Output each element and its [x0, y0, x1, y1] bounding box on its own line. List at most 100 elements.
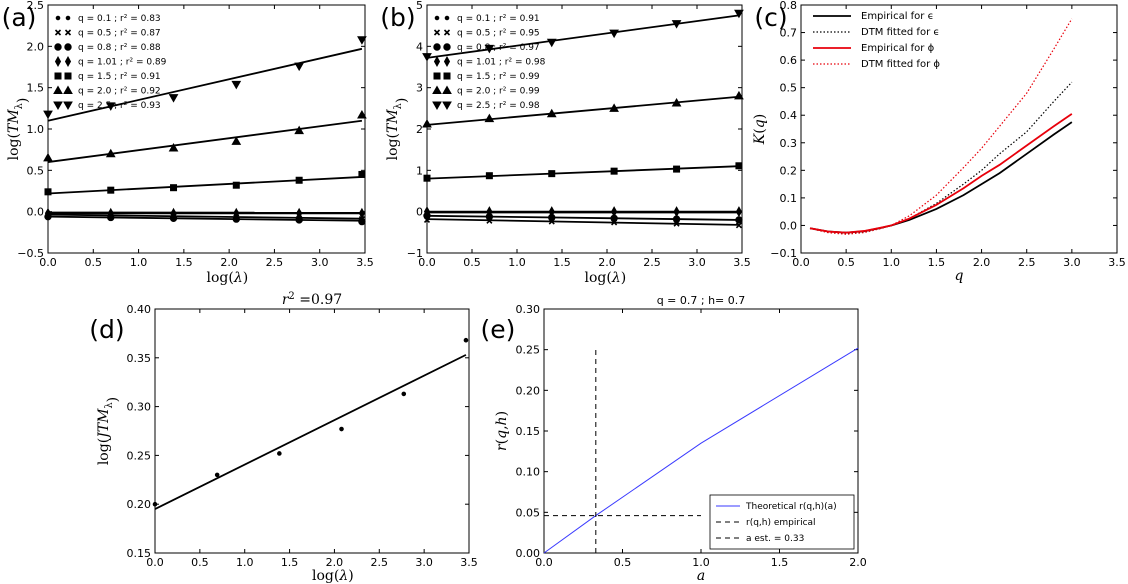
marker-square — [107, 186, 115, 194]
x-tick-label: 0.0 — [39, 256, 57, 269]
data-point — [277, 451, 282, 456]
legend-marker — [433, 55, 441, 68]
marker-diamond — [170, 207, 177, 219]
x-tick-label: 3.0 — [311, 256, 329, 269]
y-tick-label: 0.0 — [27, 206, 45, 219]
marker-triangle-up — [546, 108, 557, 118]
y-axis-label: log(TMλ) — [385, 98, 410, 161]
x-tick-label: 1.5 — [553, 256, 571, 269]
y-tick-label: 0.0 — [780, 219, 798, 232]
legend-marker — [443, 43, 451, 51]
y-tick-label: 0.3 — [780, 137, 798, 150]
marker-square — [54, 72, 62, 80]
legend-label: q = 1.01 ; r² = 0.98 — [457, 58, 546, 68]
data-point — [735, 162, 743, 170]
marker-dot — [214, 472, 220, 478]
legend-label: q = 0.1 ; r² = 0.83 — [78, 14, 161, 24]
marker-triangle-down — [53, 101, 63, 111]
data-point — [423, 174, 431, 182]
data-point — [609, 103, 619, 112]
data-point — [168, 94, 179, 103]
y-tick-label: 0.40 — [127, 303, 152, 316]
legend-marker — [64, 72, 72, 80]
y-tick-label: 2.5 — [27, 0, 45, 12]
data-point — [546, 38, 557, 48]
marker-square — [423, 174, 431, 182]
y-axis-label: K(q) — [752, 114, 768, 145]
x-tick-label: 1.5 — [928, 256, 946, 269]
marker-circle — [358, 217, 366, 226]
data-point — [463, 337, 469, 343]
marker-diamond — [107, 207, 114, 219]
marker-x-stroke — [54, 29, 62, 36]
x-tick-label: 3.0 — [1063, 256, 1081, 269]
x-tick-label: 1.0 — [130, 256, 148, 269]
legend-marker — [64, 29, 72, 36]
y-tick-label: −0.5 — [17, 247, 44, 260]
marker-square — [485, 172, 493, 180]
marker-circle — [433, 43, 441, 51]
data-point — [168, 143, 179, 152]
marker-triangle-up — [105, 148, 116, 158]
data-point — [422, 53, 432, 62]
y-tick-label: −1 — [407, 247, 423, 260]
marker-x-stroke — [443, 29, 451, 36]
y-tick-label: 0.8 — [780, 0, 798, 12]
data-point — [107, 186, 115, 194]
marker-dot — [444, 15, 450, 21]
data-point — [358, 207, 365, 219]
legend-label: q = 2.0 ; r² = 0.99 — [457, 87, 540, 97]
marker-dot — [152, 501, 158, 507]
legend-label: q = 2.5 ; r² = 0.93 — [78, 101, 161, 111]
marker-x-stroke — [433, 29, 441, 36]
marker-triangle-down — [43, 110, 53, 120]
data-point — [673, 206, 680, 218]
marker-triangle-down — [105, 102, 116, 111]
data-point — [358, 170, 366, 178]
marker-diamond — [358, 207, 365, 219]
x-tick-label: 3.5 — [733, 256, 751, 269]
legend-marker — [443, 29, 451, 36]
legend-marker — [64, 55, 72, 68]
fit-line — [426, 95, 740, 126]
marker-circle — [735, 216, 743, 224]
y-tick-label: 0.05 — [516, 506, 541, 519]
legend-marker — [432, 101, 442, 111]
x-axis-label: q — [955, 268, 964, 284]
marker-triangle-down — [432, 101, 442, 111]
y-tick-label: 0.7 — [780, 27, 798, 40]
panel-label: (c) — [754, 3, 787, 32]
legend-marker — [444, 15, 450, 21]
data-point — [546, 108, 557, 118]
x-tick-label: 0.0 — [535, 556, 553, 569]
marker-triangle-down — [294, 62, 305, 72]
marker-square — [610, 167, 618, 175]
marker-x-stroke — [64, 29, 72, 36]
fit-line — [426, 14, 740, 59]
data-point — [734, 90, 744, 100]
marker-diamond — [44, 207, 52, 219]
marker-square — [443, 72, 451, 80]
y-tick-label: 0.15 — [127, 547, 152, 560]
y-tick-label: 0.20 — [516, 384, 541, 397]
data-point — [735, 216, 743, 224]
marker-triangle-up — [357, 109, 367, 119]
marker-triangle-down — [442, 101, 452, 111]
marker-diamond — [54, 55, 62, 68]
axes-frame — [154, 308, 470, 554]
data-point — [423, 206, 431, 218]
data-point — [294, 125, 305, 135]
chart-title: q = 0.7 ; h= 0.7 — [657, 294, 746, 307]
x-tick-label: 3.5 — [460, 556, 478, 569]
marker-circle — [54, 43, 62, 51]
marker-triangle-up — [734, 90, 744, 100]
marker-square — [673, 165, 681, 173]
legend-label: DTM fitted for ϕ — [861, 59, 940, 70]
x-tick-label: 0.0 — [418, 256, 436, 269]
panel-label: (d) — [89, 315, 124, 344]
marker-square — [44, 188, 52, 196]
legend-marker — [54, 29, 62, 36]
fit-line — [47, 47, 363, 122]
x-tick-label: 2.0 — [598, 256, 616, 269]
marker-dot — [434, 15, 440, 21]
